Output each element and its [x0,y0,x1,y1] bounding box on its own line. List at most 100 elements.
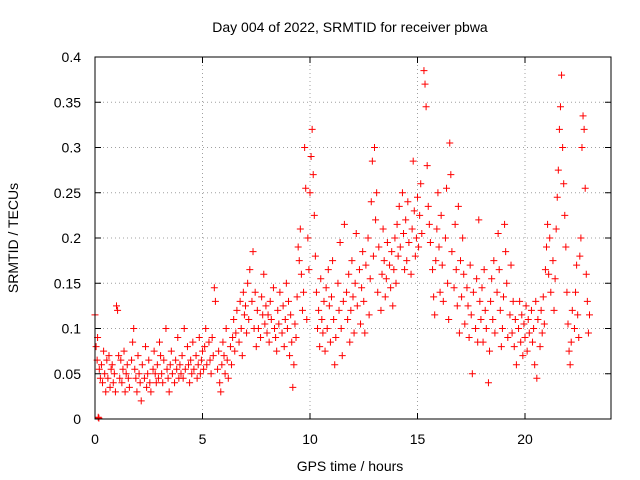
data-point [540,320,548,328]
data-point [539,293,547,301]
data-point [412,234,420,242]
data-point [206,356,214,364]
data-point [579,112,587,120]
data-point [460,270,468,278]
axis-ticks: 0 0.05 0.1 0.15 0.2 0.25 0.3 0.35 0.4 0 5 10 15 20 [54,49,611,447]
data-point [451,220,459,228]
data-point [239,288,247,296]
data-point [459,234,467,242]
data-point [235,338,243,346]
y-tick-label: 0 [73,411,81,427]
data-point [373,189,381,197]
data-point [295,257,303,265]
data-point [515,325,523,332]
data-point [294,243,302,251]
data-point [306,189,314,197]
data-point [444,279,452,287]
data-point [262,302,270,310]
data-point [517,338,525,346]
x-axis-label: GPS time / hours [297,458,404,474]
data-point [102,388,110,396]
data-point [163,365,171,373]
data-point [546,234,554,242]
data-point [473,275,481,283]
data-point [430,293,438,301]
y-tick-label: 0.35 [54,94,81,110]
data-point [425,220,433,228]
data-point [352,229,360,237]
data-point [414,193,421,201]
data-point [426,239,434,247]
data-point [253,306,261,314]
data-point [458,293,466,301]
data-point [154,374,162,382]
data-point [482,325,490,332]
data-point [320,297,328,305]
data-point [447,171,455,179]
data-point [134,352,142,360]
data-point [107,365,115,373]
data-point [446,139,454,147]
data-point [194,361,202,369]
data-point [246,266,254,274]
data-point [208,334,216,342]
data-point [276,288,284,296]
data-point [431,311,439,319]
data-point [382,275,390,283]
data-point [552,225,560,233]
data-point [193,374,201,382]
data-point [166,361,174,369]
data-point [484,379,492,387]
data-point [560,180,568,188]
data-point [133,388,141,396]
data-point [580,125,588,133]
data-point [196,370,204,378]
data-point [507,261,515,269]
data-point [157,352,165,360]
data-point [439,297,447,305]
data-point [266,297,274,305]
data-point [269,284,277,292]
data-point [362,261,370,269]
data-point [172,356,180,364]
data-point [424,202,432,210]
y-tick-label: 0.05 [54,366,81,382]
data-point [410,207,418,215]
data-point [125,383,133,391]
data-point [275,320,283,328]
data-point [400,229,408,237]
data-point [188,370,196,378]
data-point [395,202,403,210]
data-point [305,266,313,274]
data-point [156,338,163,346]
data-point [468,370,476,378]
data-point [366,275,374,283]
data-point [337,325,345,332]
data-point [345,270,353,278]
data-point [265,338,273,346]
data-point [240,311,248,319]
data-point [441,234,449,242]
data-point [120,347,128,355]
data-point [536,343,544,351]
data-point [242,302,249,310]
data-point [282,279,290,287]
data-point [503,279,511,287]
data-point [119,365,127,373]
data-point [578,144,586,151]
data-point [95,414,103,422]
data-point [511,315,519,323]
data-point [481,306,489,314]
data-point [331,361,339,369]
data-point [549,257,557,265]
data-point [142,343,150,351]
x-tick-label: 0 [91,431,99,447]
data-point [527,306,535,314]
data-point [318,315,326,323]
data-point [347,306,355,314]
data-point [495,266,503,274]
data-point [301,144,309,151]
data-point [367,198,375,206]
data-point [555,125,563,133]
data-point [452,266,460,274]
